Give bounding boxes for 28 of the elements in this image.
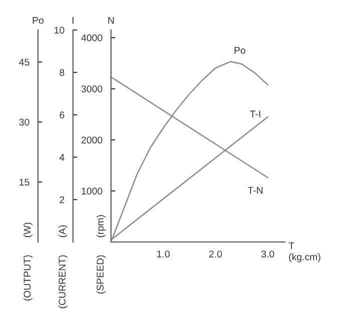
y-tick-label: 1000 (82, 188, 102, 195)
y-tick-label: 4000 (81, 34, 102, 42)
text: (CURRENT) (58, 255, 68, 308)
y2-tick-label: 6 (60, 112, 64, 118)
x-axis-title: T (kg.cm) (288, 242, 320, 262)
text: (A) (58, 225, 68, 238)
y2-tick-label: 8 (60, 69, 64, 76)
y2-tick-label: 2 (60, 196, 64, 204)
text: (OUTPUT) (23, 255, 33, 301)
y2-axis-title: I (72, 17, 74, 24)
x-tick-label: 2.0 (209, 250, 222, 258)
y3-axis-title: Po (32, 17, 44, 24)
series-label: T-N (248, 186, 262, 194)
y3-tick-label: 15 (20, 178, 30, 186)
y-axis-title: N (108, 17, 114, 24)
x-tick-label: 1.0 (157, 250, 170, 258)
text: (rpm) (96, 215, 106, 238)
series-label: T-I (250, 110, 260, 118)
x-tick-label: 3.0 (261, 250, 274, 258)
y3-tick-label: 45 (19, 58, 30, 66)
y-tick-label: 3000 (81, 85, 102, 92)
y-tick-label: 2000 (82, 136, 102, 144)
series-label: Po (234, 47, 246, 54)
y3-tick-label: 30 (19, 118, 30, 126)
y2-tick-label: 10 (54, 26, 64, 34)
y2-tick-label: 4 (59, 154, 64, 161)
text: (W) (23, 222, 33, 238)
text: (SPEED) (96, 255, 106, 294)
